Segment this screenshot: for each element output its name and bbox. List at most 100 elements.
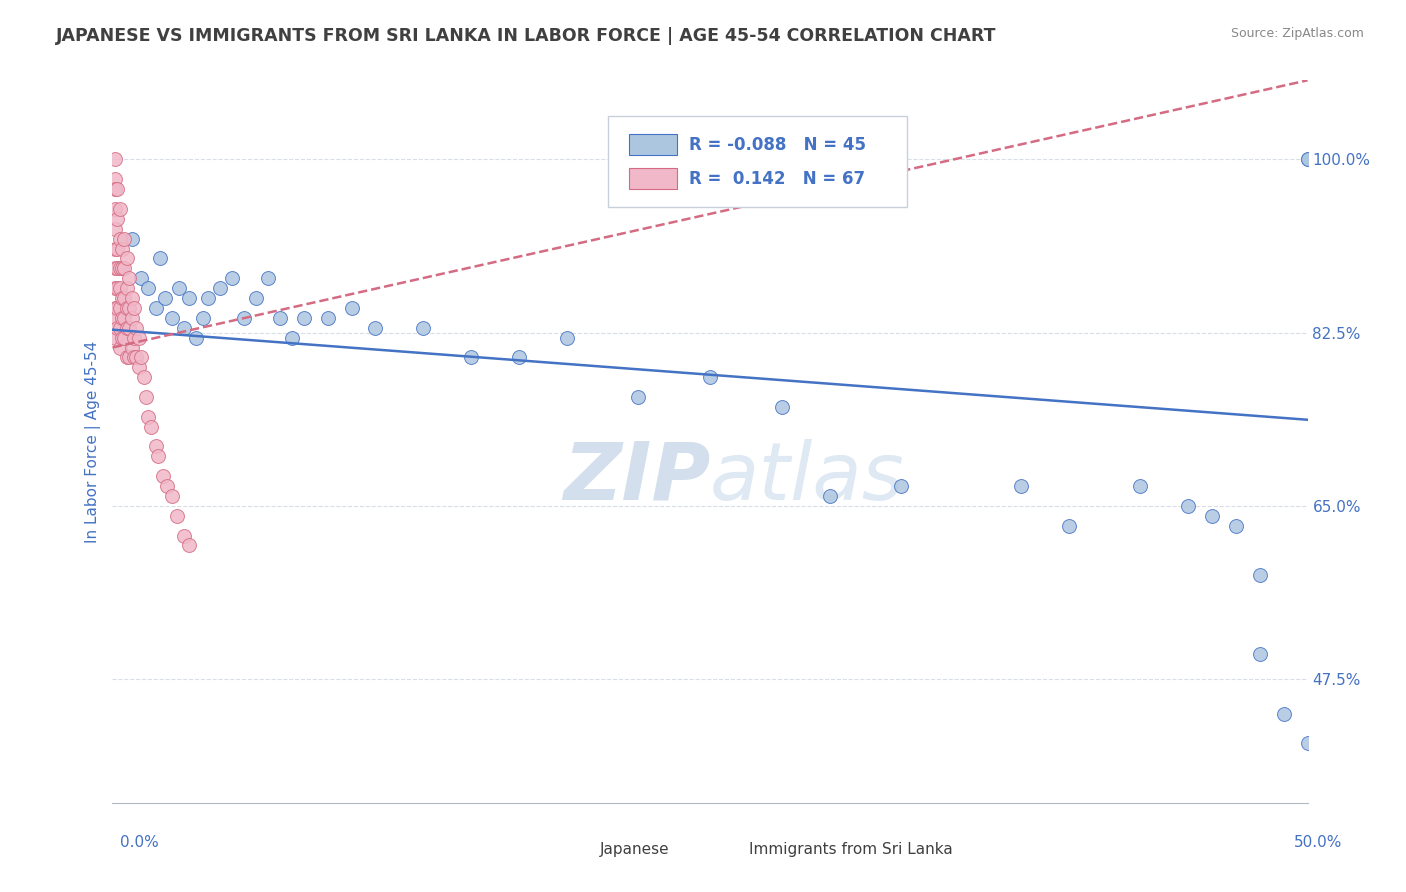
Point <box>105 261 128 276</box>
Point <box>555 330 578 344</box>
Point <box>105 242 128 256</box>
Point <box>1057 518 1080 533</box>
Point <box>104 310 127 325</box>
Point <box>111 291 134 305</box>
Point <box>125 351 148 365</box>
Point <box>104 202 127 216</box>
FancyBboxPatch shape <box>609 117 907 207</box>
Point <box>114 232 135 246</box>
Point <box>115 351 138 365</box>
Point <box>122 351 145 365</box>
Point <box>221 271 243 285</box>
Point <box>104 242 127 256</box>
Point <box>104 281 127 295</box>
Point <box>1296 153 1319 167</box>
Point <box>125 320 148 334</box>
Point <box>162 489 183 503</box>
Point <box>139 419 162 434</box>
Point <box>138 281 160 295</box>
Point <box>412 320 434 334</box>
Point <box>104 153 127 167</box>
Point <box>135 390 157 404</box>
Point <box>132 370 155 384</box>
Point <box>105 211 128 226</box>
Point <box>105 281 128 295</box>
Text: ZIP: ZIP <box>562 439 710 516</box>
Point <box>281 330 304 344</box>
Point <box>114 261 135 276</box>
Point <box>257 271 280 285</box>
Point <box>104 301 127 315</box>
Point <box>111 330 134 344</box>
Point <box>122 330 145 344</box>
Point <box>269 310 291 325</box>
Point <box>340 301 363 315</box>
Point <box>122 301 145 315</box>
Point <box>118 271 141 285</box>
Text: R =  0.142   N = 67: R = 0.142 N = 67 <box>689 169 865 187</box>
Point <box>1177 499 1199 513</box>
Point <box>1129 479 1152 493</box>
Point <box>145 440 167 454</box>
Point <box>508 351 530 365</box>
Text: atlas: atlas <box>710 439 905 516</box>
Point <box>129 351 152 365</box>
Point <box>1272 706 1295 721</box>
Point <box>108 281 131 295</box>
Point <box>146 450 169 464</box>
Text: Immigrants from Sri Lanka: Immigrants from Sri Lanka <box>749 841 953 856</box>
Point <box>111 261 134 276</box>
Point <box>129 271 152 285</box>
Point <box>169 281 191 295</box>
Point <box>177 539 200 553</box>
Point <box>104 261 127 276</box>
Bar <box>628 169 676 189</box>
Point <box>115 252 138 266</box>
Point <box>118 320 141 334</box>
Point <box>209 281 232 295</box>
Point <box>115 301 138 315</box>
Point <box>121 232 143 246</box>
Point <box>128 330 150 344</box>
Bar <box>628 135 676 154</box>
Text: JAPANESE VS IMMIGRANTS FROM SRI LANKA IN LABOR FORCE | AGE 45-54 CORRELATION CHA: JAPANESE VS IMMIGRANTS FROM SRI LANKA IN… <box>56 27 997 45</box>
Point <box>890 479 912 493</box>
Point <box>115 320 138 334</box>
Text: R = -0.088   N = 45: R = -0.088 N = 45 <box>689 136 866 153</box>
Text: Japanese: Japanese <box>600 841 669 856</box>
Point <box>292 310 315 325</box>
Point <box>104 182 127 196</box>
Point <box>105 320 128 334</box>
Point <box>108 232 131 246</box>
Point <box>111 310 134 325</box>
Point <box>114 330 135 344</box>
Point <box>699 370 721 384</box>
Point <box>145 301 167 315</box>
Point <box>108 202 131 216</box>
Point <box>118 351 141 365</box>
Point <box>114 291 135 305</box>
Point <box>121 291 143 305</box>
Point <box>162 310 183 325</box>
Point <box>177 291 200 305</box>
Point <box>818 489 841 503</box>
Point <box>1201 508 1223 523</box>
Point <box>1010 479 1032 493</box>
Point <box>104 330 127 344</box>
Point <box>627 390 650 404</box>
Point <box>233 310 256 325</box>
Point <box>156 479 179 493</box>
Point <box>114 310 135 325</box>
Point <box>138 409 160 424</box>
Point <box>1296 736 1319 750</box>
Point <box>149 252 172 266</box>
Point <box>108 301 131 315</box>
Point <box>105 301 128 315</box>
Text: 50.0%: 50.0% <box>1295 836 1343 850</box>
Point <box>105 182 128 196</box>
Point <box>121 341 143 355</box>
Text: Source: ZipAtlas.com: Source: ZipAtlas.com <box>1230 27 1364 40</box>
Point <box>770 400 793 414</box>
Point <box>186 330 208 344</box>
Point <box>245 291 267 305</box>
